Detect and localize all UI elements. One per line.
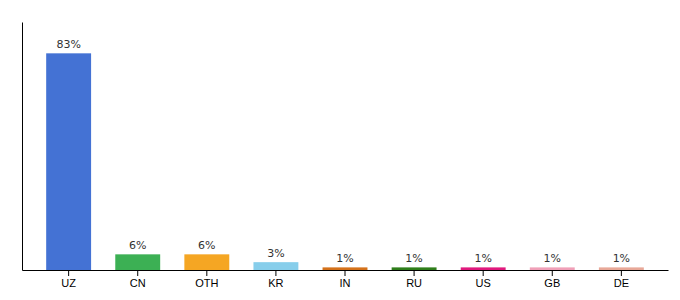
x-tick-label: OTH xyxy=(195,277,218,289)
x-tick-label: CN xyxy=(130,277,146,289)
x-axis: UZ CN OTH KR IN RU US GB DE xyxy=(23,270,669,289)
data-label: 6% xyxy=(129,239,146,252)
x-tick: US xyxy=(476,270,491,289)
bars xyxy=(46,53,644,270)
x-tick-label: DE xyxy=(614,277,629,289)
x-tick-label: UZ xyxy=(61,277,76,289)
data-label: 1% xyxy=(474,252,491,265)
x-tick: OTH xyxy=(195,270,218,289)
x-tick: RU xyxy=(406,270,422,289)
data-label: 1% xyxy=(336,252,353,265)
plot-area: 83% 6% 6% 3% 1% 1% 1% 1% 1% UZ CN OTH KR IN RU US GB DE xyxy=(23,23,669,289)
bar xyxy=(46,53,91,270)
bar xyxy=(253,262,298,270)
bar xyxy=(115,254,160,270)
data-label: 83% xyxy=(56,38,80,51)
data-label: 1% xyxy=(405,252,422,265)
x-tick-mark xyxy=(621,270,622,276)
y-axis xyxy=(22,23,23,271)
x-tick-mark xyxy=(552,270,553,276)
x-tick-label: IN xyxy=(340,277,351,289)
x-tick-label: US xyxy=(476,277,491,289)
x-tick-label: GB xyxy=(544,277,560,289)
bar xyxy=(392,267,437,270)
bar xyxy=(323,267,368,270)
data-label: 1% xyxy=(544,252,561,265)
x-tick: KR xyxy=(268,270,283,289)
x-tick-mark xyxy=(68,270,69,276)
x-tick-mark xyxy=(345,270,346,276)
x-tick-mark xyxy=(137,270,138,276)
x-tick-mark xyxy=(483,270,484,276)
bar xyxy=(461,267,506,270)
x-tick-label: RU xyxy=(406,277,422,289)
x-tick-mark xyxy=(414,270,415,276)
x-tick: IN xyxy=(340,270,351,289)
x-tick-mark xyxy=(275,270,276,276)
x-tick: DE xyxy=(614,270,629,289)
y-axis-line xyxy=(22,23,23,271)
bar xyxy=(530,267,575,270)
data-label: 1% xyxy=(613,252,630,265)
x-tick: UZ xyxy=(61,270,76,289)
chart-svg: 83% 6% 6% 3% 1% 1% 1% 1% 1% UZ CN OTH KR IN RU US GB DE xyxy=(0,0,680,300)
x-tick-mark xyxy=(206,270,207,276)
bar xyxy=(184,254,229,270)
data-labels: 83% 6% 6% 3% 1% 1% 1% 1% 1% xyxy=(56,38,630,265)
x-tick: GB xyxy=(544,270,560,289)
bar xyxy=(599,267,644,270)
chart-container: 83% 6% 6% 3% 1% 1% 1% 1% 1% UZ CN OTH KR IN RU US GB DE xyxy=(0,0,680,300)
data-label: 3% xyxy=(267,247,284,260)
data-label: 6% xyxy=(198,239,215,252)
x-tick: CN xyxy=(130,270,146,289)
x-tick-label: KR xyxy=(268,277,283,289)
